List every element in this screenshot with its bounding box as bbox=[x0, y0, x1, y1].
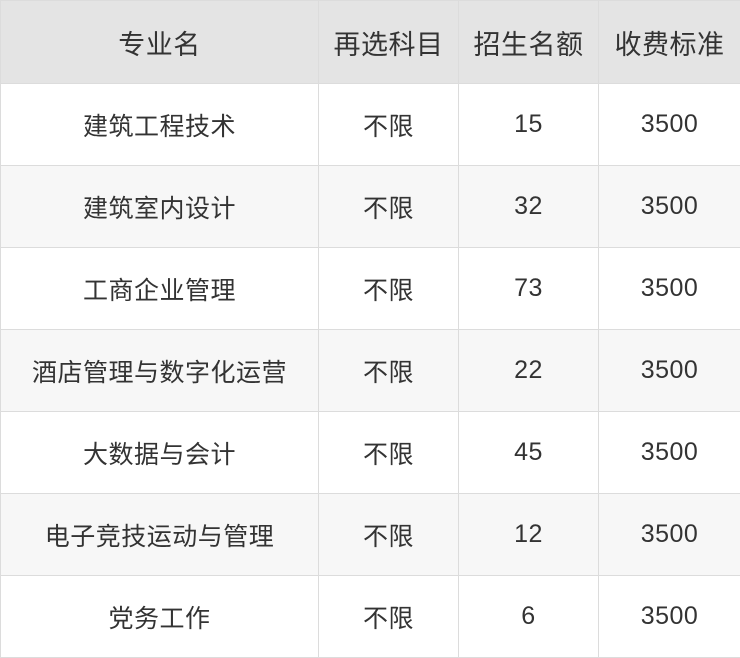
table-row: 建筑室内设计 不限 32 3500 bbox=[0, 165, 740, 248]
cell-fee: 3500 bbox=[598, 83, 740, 166]
cell-subject: 不限 bbox=[318, 165, 459, 248]
cell-major: 酒店管理与数字化运营 bbox=[0, 329, 319, 412]
cell-fee: 3500 bbox=[598, 575, 740, 658]
cell-subject: 不限 bbox=[318, 247, 459, 330]
cell-quota: 45 bbox=[458, 411, 599, 494]
cell-fee: 3500 bbox=[598, 493, 740, 576]
cell-major: 建筑工程技术 bbox=[0, 83, 319, 166]
cell-quota: 73 bbox=[458, 247, 599, 330]
cell-quota: 32 bbox=[458, 165, 599, 248]
cell-fee: 3500 bbox=[598, 247, 740, 330]
cell-fee: 3500 bbox=[598, 165, 740, 248]
cell-quota: 6 bbox=[458, 575, 599, 658]
table-row: 大数据与会计 不限 45 3500 bbox=[0, 411, 740, 494]
table-row: 电子竞技运动与管理 不限 12 3500 bbox=[0, 493, 740, 576]
cell-major: 大数据与会计 bbox=[0, 411, 319, 494]
cell-subject: 不限 bbox=[318, 83, 459, 166]
cell-quota: 12 bbox=[458, 493, 599, 576]
cell-fee: 3500 bbox=[598, 329, 740, 412]
table-body: 建筑工程技术 不限 15 3500 建筑室内设计 不限 32 3500 工商企业… bbox=[0, 83, 740, 658]
cell-subject: 不限 bbox=[318, 493, 459, 576]
cell-subject: 不限 bbox=[318, 329, 459, 412]
cell-major: 工商企业管理 bbox=[0, 247, 319, 330]
cell-major: 电子竞技运动与管理 bbox=[0, 493, 319, 576]
cell-subject: 不限 bbox=[318, 411, 459, 494]
column-header-quota: 招生名额 bbox=[458, 0, 599, 84]
cell-quota: 22 bbox=[458, 329, 599, 412]
table-row: 工商企业管理 不限 73 3500 bbox=[0, 247, 740, 330]
cell-major: 党务工作 bbox=[0, 575, 319, 658]
table-row: 酒店管理与数字化运营 不限 22 3500 bbox=[0, 329, 740, 412]
table-row: 党务工作 不限 6 3500 bbox=[0, 575, 740, 658]
column-header-fee: 收费标准 bbox=[598, 0, 740, 84]
table-header-row: 专业名 再选科目 招生名额 收费标准 bbox=[0, 0, 740, 84]
cell-subject: 不限 bbox=[318, 575, 459, 658]
table-row: 建筑工程技术 不限 15 3500 bbox=[0, 83, 740, 166]
column-header-major: 专业名 bbox=[0, 0, 319, 84]
cell-quota: 15 bbox=[458, 83, 599, 166]
table-header: 专业名 再选科目 招生名额 收费标准 bbox=[0, 0, 740, 84]
cell-fee: 3500 bbox=[598, 411, 740, 494]
cell-major: 建筑室内设计 bbox=[0, 165, 319, 248]
column-header-subject: 再选科目 bbox=[318, 0, 459, 84]
